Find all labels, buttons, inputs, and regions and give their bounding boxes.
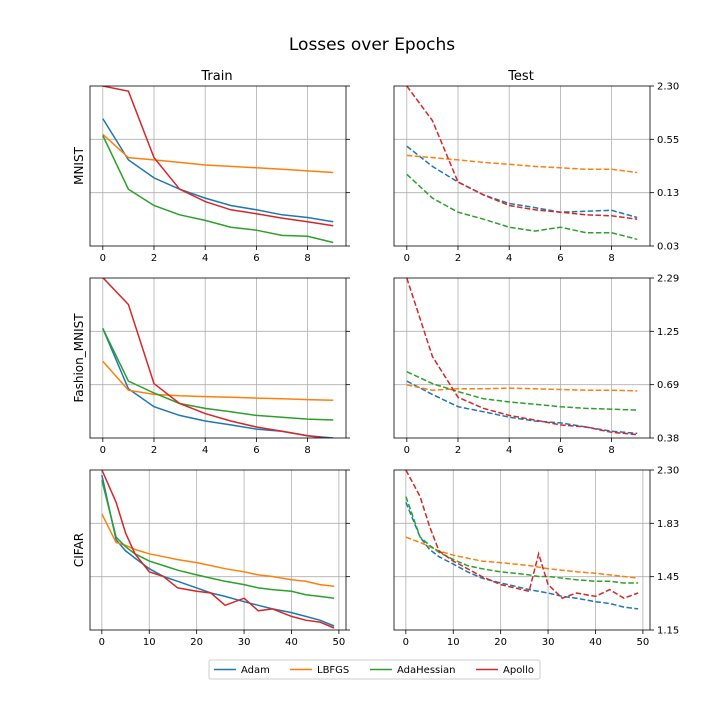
x-tick-label: 10 — [447, 637, 460, 648]
axes-frame — [393, 469, 651, 631]
series-line-lbfgs — [102, 360, 334, 402]
x-tick-label: 6 — [557, 253, 563, 264]
y-tick-label: 1.83 — [657, 519, 679, 530]
series-group — [405, 470, 639, 610]
x-tick-label: 40 — [285, 637, 298, 648]
subplot-grid: 0 2 4 6 8 0 2 4 6 8 0.03 0.13 0.55 2.30 0 2 4 6 8 0 2 4 6 8 0.38… — [89, 82, 679, 648]
y-tick-label: 0.03 — [657, 242, 679, 253]
axes-frame — [393, 85, 651, 247]
x-tick-label: 40 — [589, 637, 602, 648]
series-line-adahessian — [405, 496, 639, 584]
series-line-adahessian — [102, 135, 334, 244]
x-tick-label: 2 — [455, 253, 461, 264]
row-label-mnist: MNIST — [72, 146, 86, 184]
x-tick-label: 8 — [304, 445, 310, 456]
series-line-lbfgs — [102, 133, 334, 174]
row-label-fashion-mnist: Fashion_MNIST — [72, 313, 86, 403]
x-tick-label: 10 — [143, 637, 156, 648]
subplot-mnist-test: 0 2 4 6 8 0.03 0.13 0.55 2.30 — [393, 82, 679, 264]
series-line-lbfgs — [406, 154, 638, 174]
x-tick-label: 20 — [494, 637, 507, 648]
x-tick-label: 4 — [506, 253, 512, 264]
axes-frame — [393, 277, 651, 439]
x-tick-label: 8 — [304, 253, 310, 264]
x-tick-label: 8 — [608, 253, 614, 264]
series-line-apollo — [406, 86, 638, 220]
series-line-adam — [405, 502, 639, 610]
y-tick-label: 1.25 — [657, 327, 679, 338]
y-tick-label: 2.30 — [657, 82, 679, 93]
x-tick-label: 4 — [506, 445, 512, 456]
x-tick-label: 6 — [253, 445, 259, 456]
y-tick-label: 0.55 — [657, 135, 679, 146]
legend-label-adam: Adam — [241, 665, 270, 676]
series-group — [102, 86, 334, 244]
x-tick-label: 6 — [557, 445, 563, 456]
series-line-apollo — [102, 86, 334, 227]
x-tick-label: 0 — [100, 445, 106, 456]
subplot-cifar-test: 0 10 20 30 40 50 1.15 1.45 1.83 2.30 — [393, 466, 679, 648]
figure-title: Losses over Epochs — [289, 35, 455, 55]
y-tick-label: 2.29 — [657, 274, 679, 285]
column-title-train: Train — [200, 69, 232, 84]
x-tick-label: 30 — [238, 637, 251, 648]
x-tick-label: 0 — [404, 445, 410, 456]
series-line-apollo — [101, 470, 335, 629]
x-tick-label: 8 — [608, 445, 614, 456]
x-tick-label: 20 — [190, 637, 203, 648]
series-line-adam — [406, 145, 638, 219]
series-line-adahessian — [406, 173, 638, 241]
subplot-fashion-mnist-test: 0 2 4 6 8 0.38 0.69 1.25 2.29 — [393, 274, 679, 456]
y-tick-label: 0.69 — [657, 380, 679, 391]
x-tick-label: 2 — [455, 445, 461, 456]
series-line-apollo — [405, 470, 639, 600]
y-tick-label: 2.30 — [657, 466, 679, 477]
x-tick-label: 4 — [202, 445, 208, 456]
y-tick-label: 0.13 — [657, 188, 679, 199]
subplot-cifar-train: 0 10 20 30 40 50 — [89, 469, 350, 648]
column-title-test: Test — [507, 69, 534, 84]
series-group — [101, 470, 335, 629]
series-line-lbfgs — [406, 384, 638, 392]
axes-frame — [89, 277, 347, 439]
y-tick-label: 1.15 — [657, 626, 679, 637]
x-tick-label: 50 — [637, 637, 650, 648]
series-line-adahessian — [406, 371, 638, 411]
x-tick-label: 2 — [151, 445, 157, 456]
legend-label-apollo: Apollo — [503, 665, 534, 676]
subplot-mnist-train: 0 2 4 6 8 — [89, 85, 350, 264]
x-tick-label: 0 — [100, 253, 106, 264]
x-tick-label: 50 — [333, 637, 346, 648]
x-tick-label: 0 — [403, 637, 409, 648]
x-tick-label: 0 — [99, 637, 105, 648]
series-line-adahessian — [102, 328, 334, 421]
series-line-apollo — [406, 278, 638, 436]
legend: Adam LBFGS AdaHessian Apollo — [208, 659, 541, 680]
x-tick-label: 2 — [151, 253, 157, 264]
y-tick-label: 0.38 — [657, 434, 679, 445]
axes-frame — [89, 469, 347, 631]
series-line-adam — [102, 118, 334, 223]
subplot-fashion-mnist-train: 0 2 4 6 8 — [89, 277, 350, 456]
series-group — [102, 278, 334, 438]
series-line-apollo — [102, 278, 330, 438]
y-tick-label: 1.45 — [657, 572, 679, 583]
x-tick-label: 6 — [253, 253, 259, 264]
x-tick-label: 4 — [202, 253, 208, 264]
legend-label-lbfgs: LBFGS — [317, 665, 349, 676]
x-tick-label: 30 — [542, 637, 555, 648]
series-group — [406, 86, 638, 241]
x-tick-label: 0 — [404, 253, 410, 264]
series-line-adam — [406, 380, 638, 435]
series-line-adahessian — [101, 480, 335, 599]
series-group — [406, 278, 638, 436]
axes-frame — [89, 85, 347, 247]
legend-label-adahessian: AdaHessian — [397, 665, 455, 676]
row-label-cifar: CIFAR — [72, 533, 86, 567]
